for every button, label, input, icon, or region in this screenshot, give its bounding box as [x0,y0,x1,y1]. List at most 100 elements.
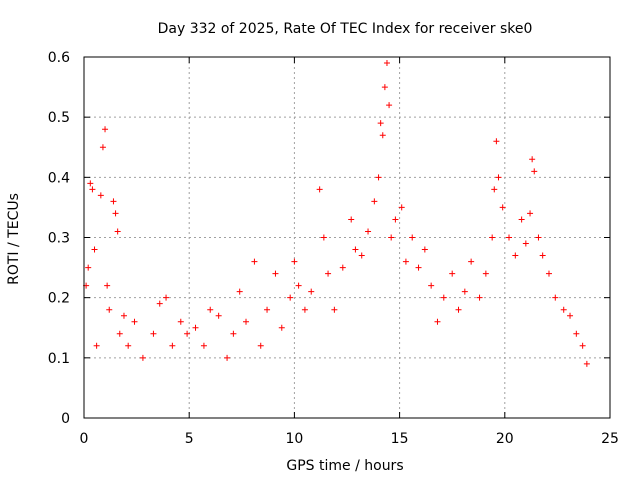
data-point [200,342,207,349]
data-point [348,216,355,223]
data-point [97,192,104,199]
data-point [243,318,250,325]
data-point [388,234,395,241]
y-tick-label: 0.1 [48,351,70,367]
data-point [291,258,298,265]
data-point [402,258,409,265]
data-point [287,294,294,301]
data-point [224,354,231,361]
data-point [529,156,536,163]
data-point [93,342,100,349]
data-point [112,210,119,217]
data-point [131,318,138,325]
grid-lines [84,57,610,418]
data-point [89,186,96,193]
data-point [150,330,157,337]
y-tick-label: 0.4 [48,170,70,186]
x-axis-label: GPS time / hours [286,458,403,474]
data-point [264,306,271,313]
data-point [295,282,302,289]
data-point [331,306,338,313]
data-point [449,270,456,277]
data-point [482,270,489,277]
data-point [506,234,513,241]
data-point [99,144,106,151]
data-point [383,60,390,67]
data-point [381,84,388,91]
data-point [455,306,462,313]
data-point [325,270,332,277]
data-point [491,186,498,193]
data-point [476,294,483,301]
data-point [522,240,529,247]
chart-title: Day 332 of 2025, Rate Of TEC Index for r… [158,21,533,37]
data-point [192,324,199,331]
data-point [365,228,372,235]
x-tick-label: 0 [80,431,89,447]
data-point [87,180,94,187]
data-point [169,342,176,349]
data-point [301,306,308,313]
data-point [230,330,237,337]
data-point [106,306,113,313]
data-point [434,318,441,325]
data-point [236,288,243,295]
data-point [184,330,191,337]
data-point [358,252,365,259]
data-point [392,216,399,223]
data-point [375,174,382,181]
data-point [139,354,146,361]
data-point [461,288,468,295]
data-point [377,120,384,127]
data-point [468,258,475,265]
data-point [415,264,422,271]
data-point [316,186,323,193]
data-point [371,198,378,205]
data-point [552,294,559,301]
y-tick-label: 0 [61,411,70,427]
data-point [428,282,435,289]
data-points [83,60,590,367]
data-point [114,228,121,235]
axis-ticks [83,56,611,419]
data-point [573,330,580,337]
data-point [177,318,184,325]
data-point [567,312,574,319]
y-tick-label: 0.3 [48,231,70,247]
y-tick-label: 0.6 [48,50,70,66]
data-point [339,264,346,271]
data-point [539,252,546,259]
tick-labels: 0 5 10 15 20 25 0 0.1 0.2 0.3 0.4 0.5 0.6 [48,50,619,447]
x-tick-label: 20 [496,431,514,447]
data-point [386,102,393,109]
data-point [85,264,92,271]
data-point [116,330,123,337]
data-point [257,342,264,349]
data-point [120,312,127,319]
y-tick-label: 0.2 [48,291,70,307]
data-point [215,312,222,319]
data-point [163,294,170,301]
data-point [398,204,405,211]
data-point [495,174,502,181]
data-point [104,282,111,289]
data-point [579,342,586,349]
data-point [489,234,496,241]
data-point [409,234,416,241]
data-point [272,270,279,277]
data-point [583,360,590,367]
data-point [518,216,525,223]
x-tick-label: 15 [391,431,409,447]
data-point [379,132,386,139]
data-point [110,198,117,205]
data-point [320,234,327,241]
x-tick-label: 10 [285,431,303,447]
data-point [493,138,500,145]
y-axis-label: ROTI / TECUs [6,193,22,285]
data-point [102,126,109,133]
data-point [499,204,506,211]
data-point [251,258,258,265]
data-point [125,342,132,349]
data-point [156,300,163,307]
